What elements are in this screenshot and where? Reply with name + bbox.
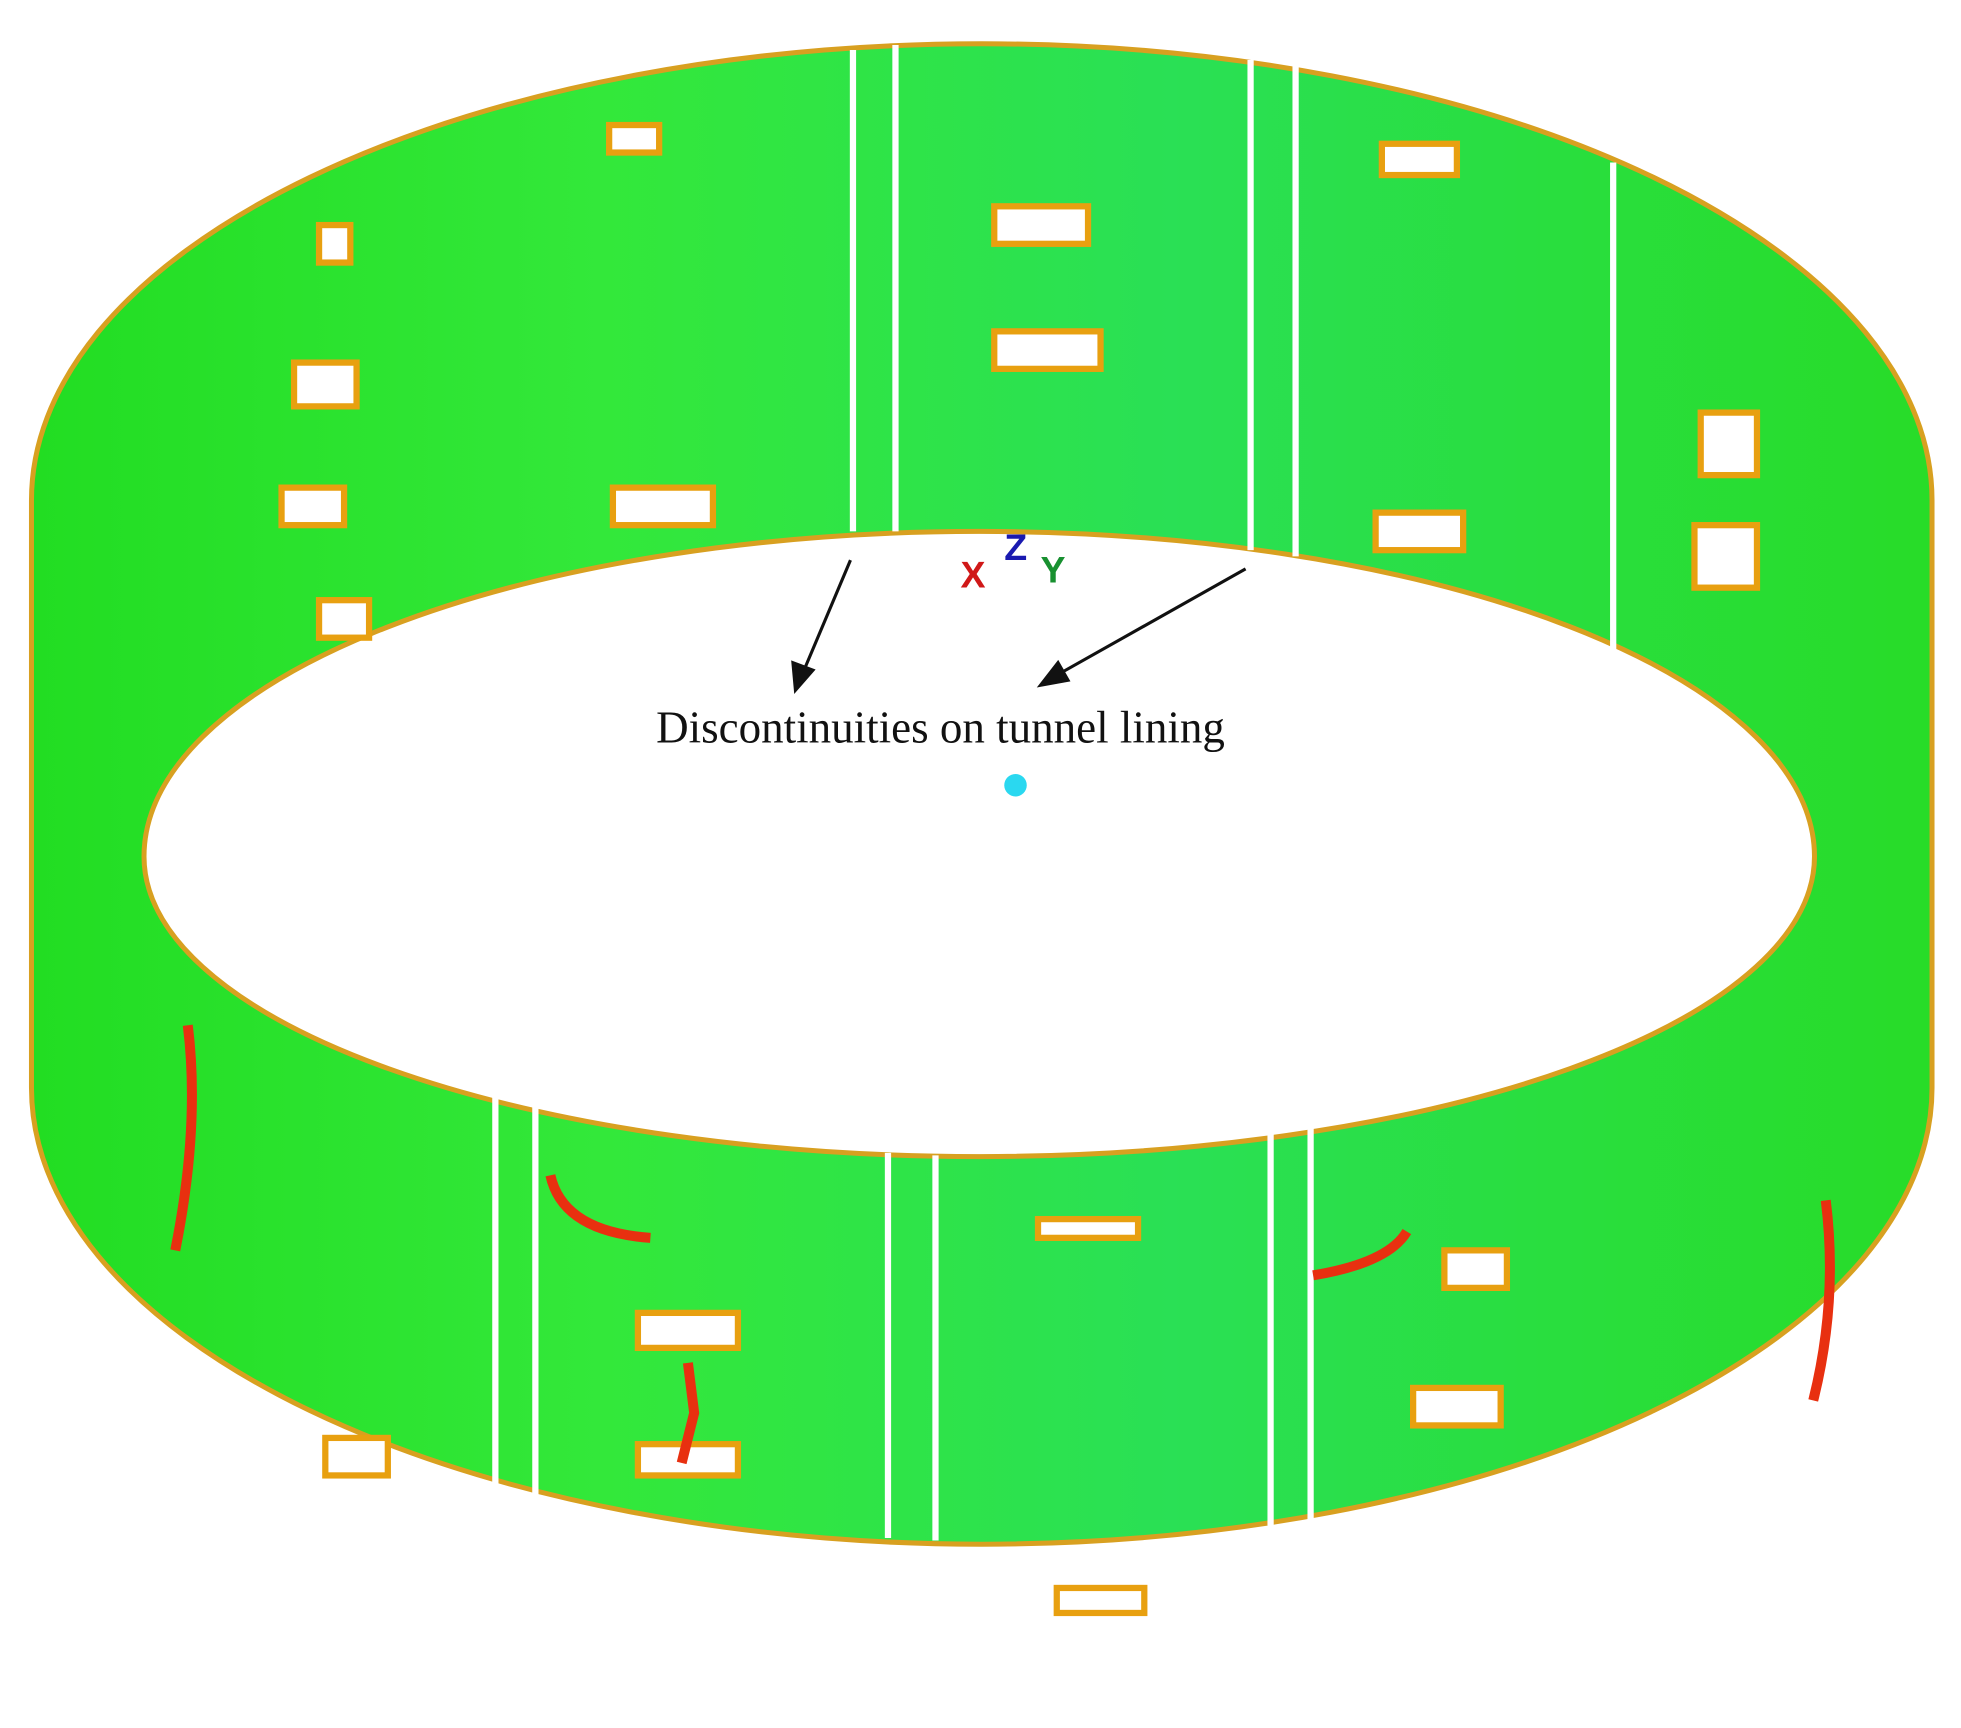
defect (991, 328, 1104, 372)
defect (278, 484, 348, 529)
arrow (1056, 567, 1247, 677)
crack (1312, 1228, 1412, 1281)
defect (290, 359, 360, 410)
defect (1372, 509, 1467, 554)
axis-y-label: Y (1041, 549, 1066, 591)
defect (609, 484, 717, 529)
defect (634, 1309, 742, 1352)
arrow (801, 559, 852, 674)
crack (1808, 1199, 1835, 1402)
arrow-head (1036, 659, 1071, 688)
defect (1034, 1215, 1142, 1241)
crack (170, 1024, 197, 1252)
joints (492, 45, 1617, 1541)
defect (1691, 522, 1761, 591)
tunnel-ring (28, 41, 1935, 1617)
axis-triad: X Z Y (960, 526, 1065, 596)
defect (315, 597, 373, 641)
crack (545, 1174, 651, 1243)
axis-z-label: Z (1004, 526, 1027, 568)
defect (322, 1434, 391, 1479)
origin-marker (1004, 773, 1027, 797)
defect (315, 221, 354, 266)
defect (606, 121, 663, 156)
defects (278, 121, 1761, 1617)
defect (1053, 1584, 1148, 1617)
defect (1378, 140, 1461, 179)
ring-surface (28, 41, 1935, 1547)
arrows (791, 559, 1247, 694)
axis-x-label: X (960, 554, 985, 596)
arrow-head (791, 660, 816, 694)
defect (1409, 1384, 1504, 1429)
crack (676, 1362, 700, 1465)
defect (991, 203, 1092, 247)
cracks (170, 1024, 1835, 1465)
annotation: Discontinuities on tunnel lining (656, 703, 1225, 753)
defect (1697, 409, 1761, 479)
defect (1441, 1247, 1511, 1291)
